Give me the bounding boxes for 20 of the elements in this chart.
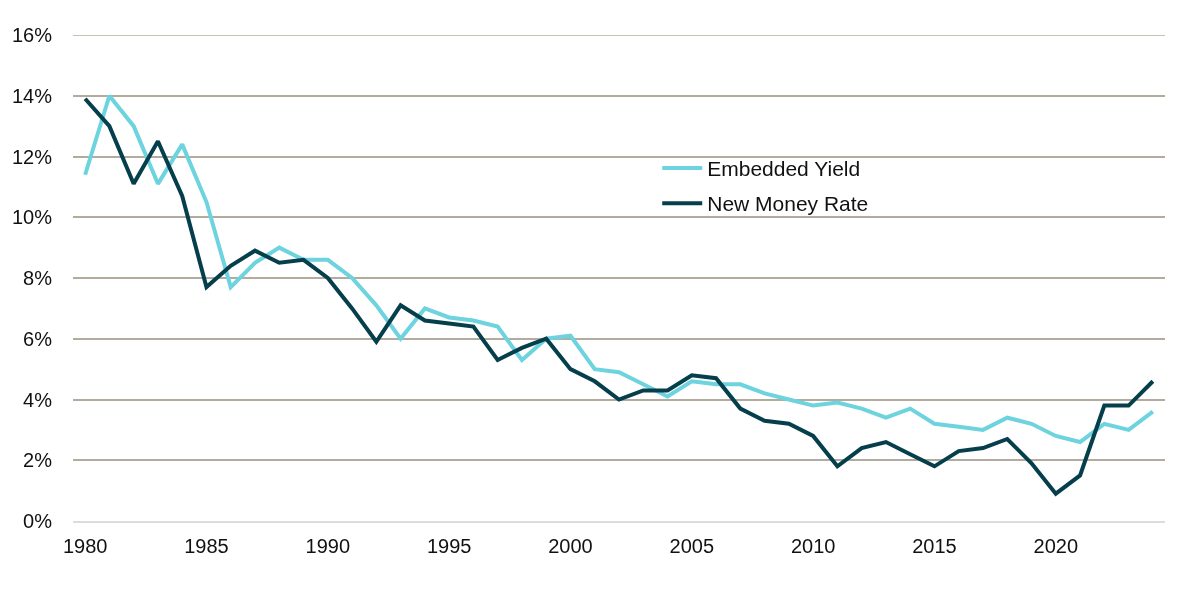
y-tick-label: 8% [23,267,53,289]
y-tick-label: 10% [11,206,53,229]
x-tick-label: 1980 [62,535,108,557]
y-tick-label: 6% [23,327,53,350]
x-tick-label: 2010 [790,535,836,557]
legend-label: Embedded Yield [707,157,861,181]
y-tick-label: 16% [11,24,53,46]
legend-label: New Money Rate [707,192,869,216]
x-tick-label: 1995 [426,535,472,557]
x-tick-label: 2015 [912,535,957,557]
y-tick-label: 2% [23,449,53,472]
y-tick-label: 0% [23,510,53,532]
x-tick-label: 2000 [548,535,593,557]
x-tick-label: 2020 [1033,535,1079,557]
x-tick-label: 1990 [305,535,351,557]
y-tick-label: 14% [11,84,53,107]
y-tick-label: 4% [23,388,53,411]
y-tick-label: 12% [11,145,53,168]
x-tick-label: 2005 [669,535,715,557]
x-tick-label: 1985 [184,535,229,557]
